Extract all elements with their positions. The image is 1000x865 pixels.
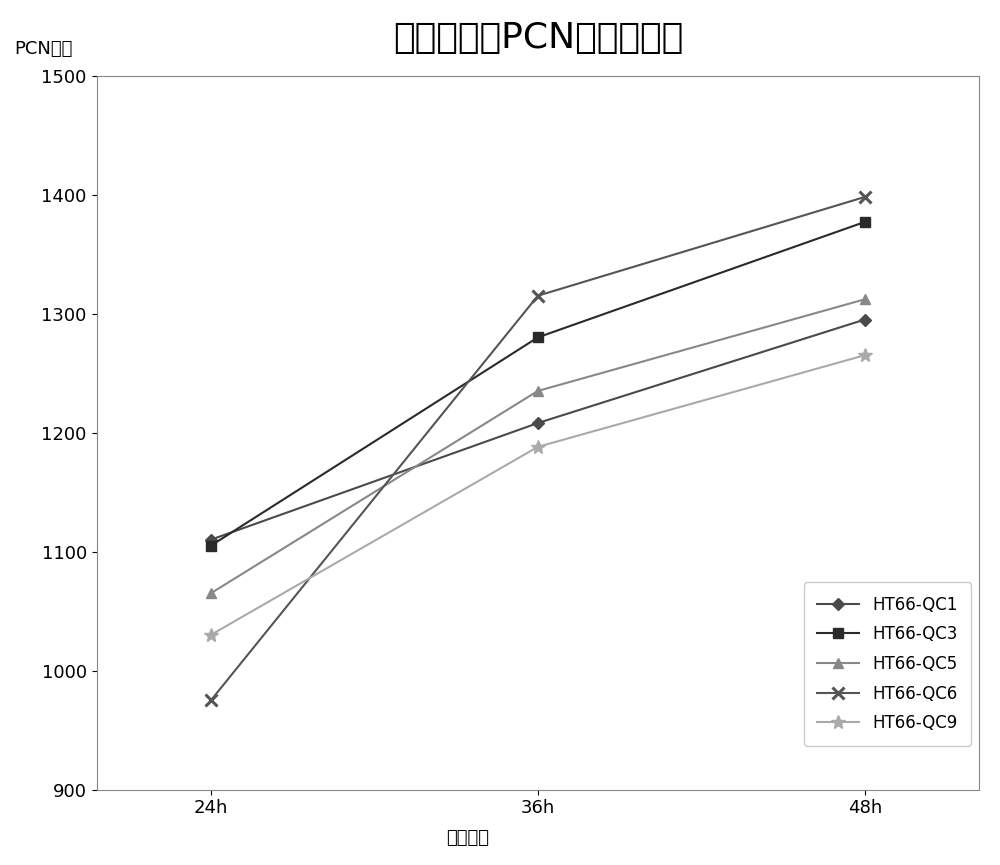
Line: HT66-QC6: HT66-QC6	[205, 190, 871, 707]
HT66-QC3	[859, 217, 871, 227]
Line: HT66-QC5: HT66-QC5	[206, 294, 870, 598]
HT66-QC6	[859, 192, 871, 202]
X-axis label: 发酵时间: 发酵时间	[446, 829, 489, 847]
Legend: HT66-QC1, HT66-QC3, HT66-QC5, HT66-QC6, HT66-QC9: HT66-QC1, HT66-QC3, HT66-QC5, HT66-QC6, …	[804, 582, 971, 746]
HT66-QC5	[532, 386, 544, 396]
HT66-QC1	[205, 535, 217, 545]
HT66-QC6	[532, 291, 544, 301]
Line: HT66-QC1: HT66-QC1	[207, 316, 869, 544]
HT66-QC3	[205, 541, 217, 551]
HT66-QC1	[859, 314, 871, 324]
Line: HT66-QC9: HT66-QC9	[204, 349, 872, 642]
HT66-QC6	[205, 695, 217, 706]
HT66-QC1	[532, 418, 544, 428]
HT66-QC9	[205, 630, 217, 640]
HT66-QC3	[532, 332, 544, 343]
Title: 高产融合子PCN产量变化图: 高产融合子PCN产量变化图	[393, 21, 683, 54]
HT66-QC9	[532, 442, 544, 452]
HT66-QC5	[859, 294, 871, 304]
Line: HT66-QC3: HT66-QC3	[206, 217, 870, 550]
Y-axis label: PCN产量: PCN产量	[14, 40, 73, 58]
HT66-QC9	[859, 350, 871, 361]
HT66-QC5	[205, 588, 217, 599]
